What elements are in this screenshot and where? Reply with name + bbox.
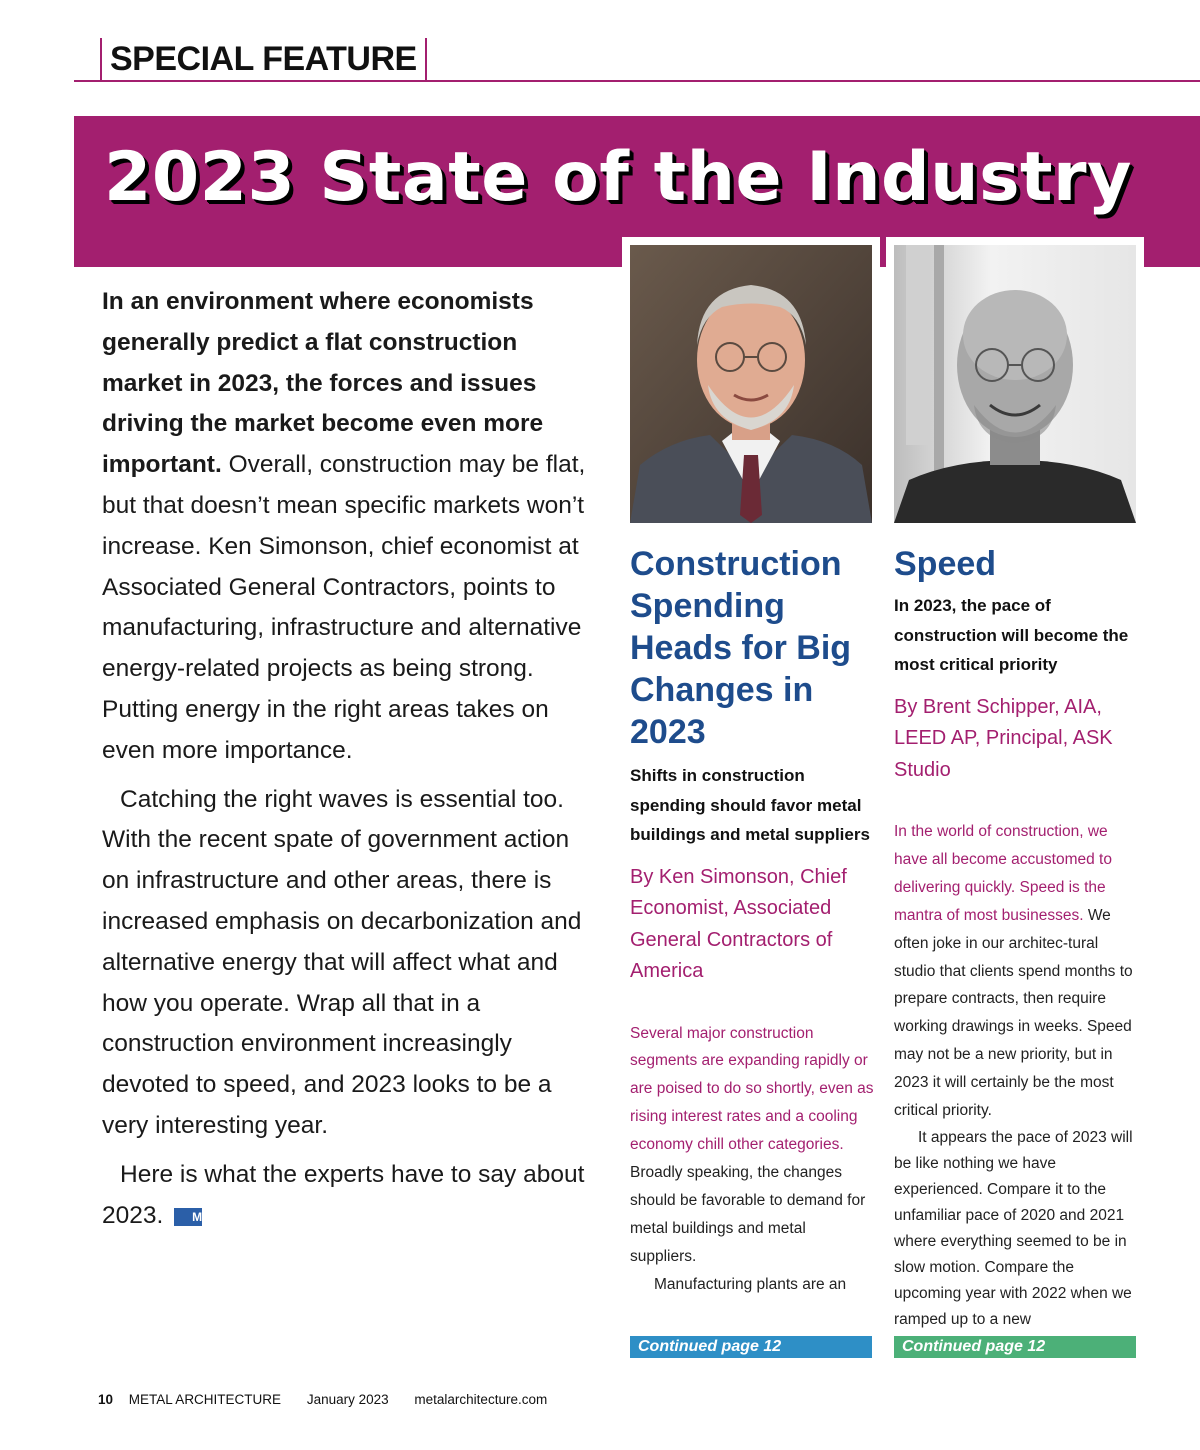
- section-label: SPECIAL FEATURE: [110, 40, 417, 78]
- article-byline: By Ken Simonson, Chief Economist, Associ…: [630, 865, 847, 983]
- article-byline: By Brent Schipper, AIA, LEED AP, Princip…: [894, 695, 1113, 781]
- header-rule: [74, 80, 1200, 82]
- portrait-ken-simonson: [630, 245, 872, 523]
- intro-lead: In an environment where economists gener…: [102, 288, 544, 479]
- article-body-rest: We often joke in our architec-tural stud…: [894, 906, 1133, 1120]
- continued-link-construction-spending[interactable]: Continued page 12: [630, 1336, 872, 1358]
- article-construction-spending: Construction Spending Heads for Big Chan…: [630, 543, 874, 1299]
- article-deck: In 2023, the pace of construction will b…: [894, 596, 1129, 674]
- article-title: Speed: [894, 545, 997, 583]
- article-deck: Shifts in construction spending should f…: [630, 766, 870, 844]
- website-link[interactable]: metalarchitecture.com: [414, 1392, 548, 1407]
- intro-text: In an environment where economists gener…: [102, 282, 602, 1236]
- article-body-paragraph-2: It appears the pace of 2023 will be like…: [894, 1128, 1133, 1328]
- article-body: Several major construction segments are …: [630, 1020, 874, 1299]
- portrait-brent-schipper: [894, 245, 1136, 523]
- end-mark-logo: Ma: [174, 1207, 209, 1226]
- continued-link-speed[interactable]: Continued page 12: [894, 1336, 1136, 1358]
- article-body-paragraph-2: Manufacturing plants are an: [654, 1275, 847, 1293]
- page-title: 2023 State of the Industry: [104, 138, 1132, 217]
- intro-paragraph-3: Here is what the experts have to say abo…: [102, 1160, 585, 1229]
- article-body: In the world of construction, we have al…: [894, 818, 1138, 1333]
- article-body-rest: Broadly speaking, the changes should be …: [630, 1164, 866, 1265]
- article-title: Construction Spending Heads for Big Chan…: [630, 545, 852, 751]
- article-body-highlight: In the world of construction, we have al…: [894, 823, 1112, 924]
- article-speed: Speed In 2023, the pace of construction …: [894, 543, 1138, 1333]
- page-footer: 10 METAL ARCHITECTURE January 2023 metal…: [98, 1392, 569, 1407]
- article-body-highlight: Several major construction segments are …: [630, 1024, 874, 1154]
- section-tag: SPECIAL FEATURE: [100, 38, 427, 80]
- intro-paragraph-2: Catching the right waves is essential to…: [102, 785, 582, 1139]
- issue-date: January 2023: [306, 1392, 389, 1407]
- page-number: 10: [98, 1392, 114, 1407]
- intro-paragraph-1: Overall, construction may be flat, but t…: [102, 451, 586, 764]
- publication-name: METAL ARCHITECTURE: [128, 1392, 282, 1407]
